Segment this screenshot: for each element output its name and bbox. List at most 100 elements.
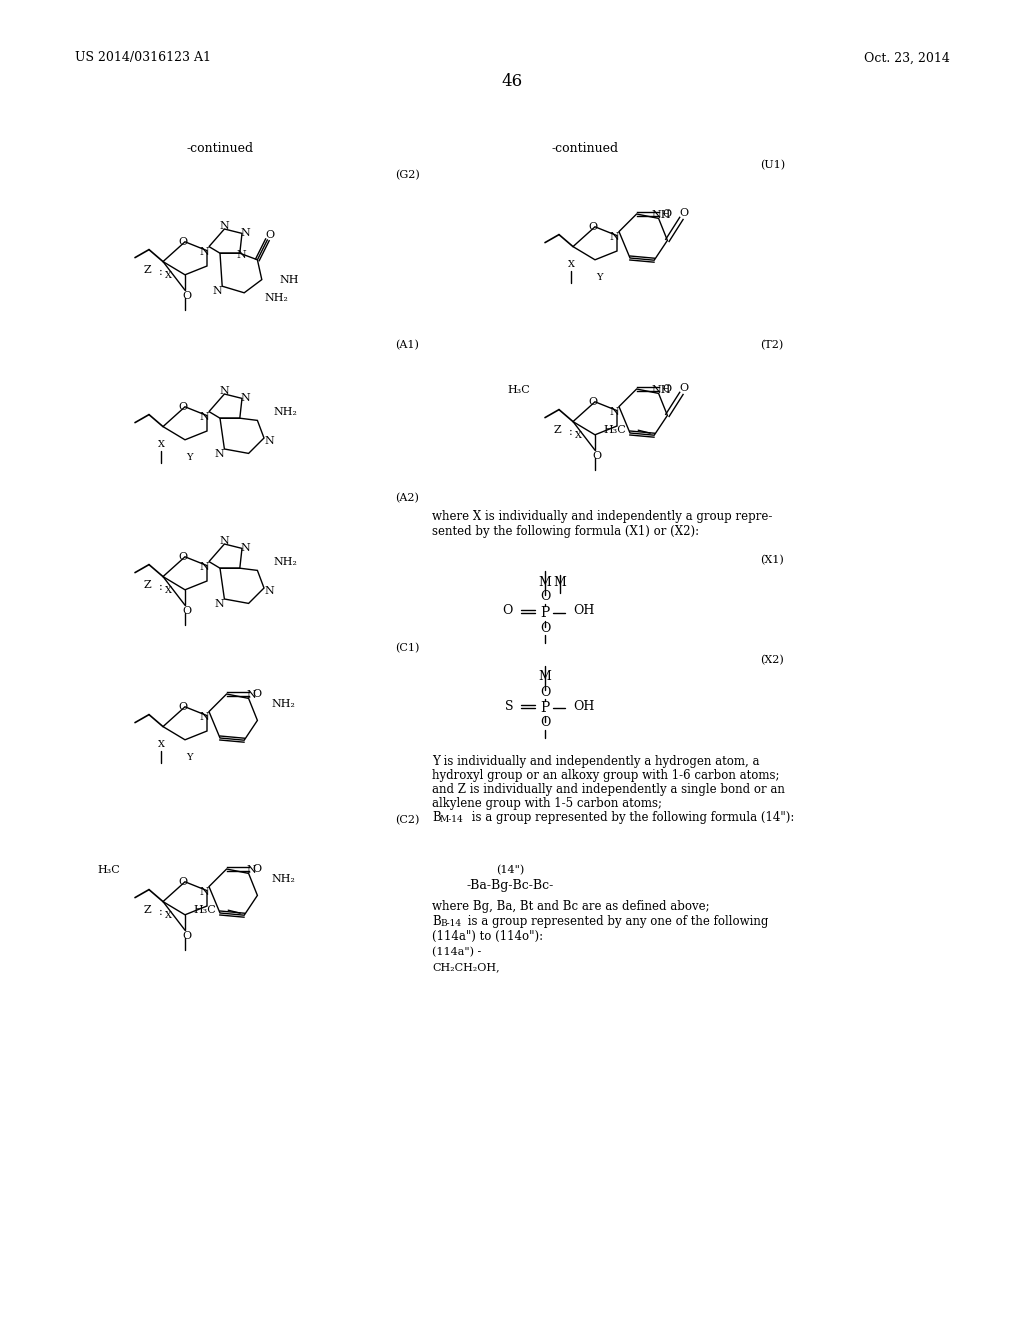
Text: (G2): (G2)	[395, 170, 420, 180]
Text: CH₂CH₂OH,: CH₂CH₂OH,	[432, 962, 500, 972]
Text: M: M	[554, 577, 566, 590]
Text: N: N	[199, 711, 209, 722]
Text: O: O	[540, 590, 550, 603]
Text: O: O	[266, 230, 275, 240]
Text: Z: Z	[143, 904, 151, 915]
Text: H₃C: H₃C	[603, 425, 627, 436]
Text: NH₂: NH₂	[273, 557, 297, 568]
Text: O: O	[178, 702, 187, 711]
Text: where X is individually and independently a group repre-: where X is individually and independentl…	[432, 510, 772, 523]
Text: N: N	[247, 866, 256, 875]
Text: NH: NH	[280, 275, 299, 285]
Text: (14"): (14")	[496, 865, 524, 875]
Text: N: N	[219, 220, 229, 231]
Text: X: X	[165, 586, 172, 595]
Text: N: N	[212, 286, 222, 296]
Text: N: N	[264, 436, 273, 446]
Text: (C1): (C1)	[395, 643, 420, 653]
Text: N: N	[214, 449, 224, 459]
Text: O: O	[589, 397, 598, 407]
Text: Oct. 23, 2014: Oct. 23, 2014	[864, 51, 950, 65]
Text: O: O	[589, 222, 598, 232]
Text: O: O	[252, 865, 261, 874]
Text: N: N	[240, 228, 250, 239]
Text: NH: NH	[652, 385, 672, 396]
Text: Z: Z	[143, 579, 151, 590]
Text: O: O	[178, 876, 187, 887]
Text: O: O	[178, 552, 187, 562]
Text: O: O	[252, 689, 261, 700]
Text: O: O	[178, 236, 187, 247]
Text: O: O	[593, 451, 601, 461]
Text: N: N	[609, 231, 618, 242]
Text: N: N	[264, 586, 273, 597]
Text: :: :	[569, 426, 572, 437]
Text: N: N	[199, 247, 209, 256]
Text: O: O	[680, 383, 689, 393]
Text: H₃C: H₃C	[97, 865, 120, 875]
Text: US 2014/0316123 A1: US 2014/0316123 A1	[75, 51, 211, 65]
Text: OH: OH	[573, 700, 594, 713]
Text: N: N	[199, 887, 209, 896]
Text: X: X	[158, 741, 165, 750]
Text: N: N	[214, 599, 224, 609]
Text: N: N	[219, 385, 229, 396]
Text: N: N	[609, 407, 618, 417]
Text: O: O	[663, 209, 671, 219]
Text: (T2): (T2)	[760, 339, 783, 350]
Text: (114a") to (114o"):: (114a") to (114o"):	[432, 931, 543, 942]
Text: O: O	[182, 931, 191, 941]
Text: (A1): (A1)	[395, 339, 419, 350]
Text: N: N	[240, 544, 250, 553]
Text: Z: Z	[553, 425, 561, 434]
Text: S: S	[505, 700, 513, 713]
Text: (U1): (U1)	[760, 160, 785, 170]
Text: O: O	[503, 605, 513, 618]
Text: Y is individually and independently a hydrogen atom, a: Y is individually and independently a hy…	[432, 755, 760, 768]
Text: NH₂: NH₂	[271, 700, 295, 709]
Text: (114a") -: (114a") -	[432, 946, 481, 957]
Text: NH₂: NH₂	[264, 293, 288, 302]
Text: X: X	[165, 911, 172, 920]
Text: X: X	[158, 440, 165, 449]
Text: O: O	[680, 209, 689, 218]
Text: X: X	[165, 271, 172, 280]
Text: O: O	[182, 292, 191, 301]
Text: O: O	[182, 606, 191, 616]
Text: is a group represented by the following formula (14"):: is a group represented by the following …	[468, 810, 795, 824]
Text: Y: Y	[596, 273, 602, 282]
Text: H₃C: H₃C	[194, 906, 216, 915]
Text: M: M	[539, 671, 552, 684]
Text: Z: Z	[143, 264, 151, 275]
Text: N: N	[199, 412, 209, 421]
Text: N: N	[247, 690, 256, 701]
Text: O: O	[540, 622, 550, 635]
Text: (X2): (X2)	[760, 655, 783, 665]
Text: O: O	[540, 685, 550, 698]
Text: :: :	[159, 907, 163, 916]
Text: -Ba-Bg-Bc-Bc-: -Ba-Bg-Bc-Bc-	[466, 879, 554, 891]
Text: where Bg, Ba, Bt and Bc are as defined above;: where Bg, Ba, Bt and Bc are as defined a…	[432, 900, 710, 913]
Text: N: N	[240, 393, 250, 404]
Text: Y: Y	[185, 453, 193, 462]
Text: -continued: -continued	[552, 141, 618, 154]
Text: NH₂: NH₂	[273, 408, 297, 417]
Text: hydroxyl group or an alkoxy group with 1-6 carbon atoms;: hydroxyl group or an alkoxy group with 1…	[432, 770, 779, 781]
Text: H₃C: H₃C	[507, 385, 530, 395]
Text: O: O	[663, 384, 671, 393]
Text: P: P	[541, 701, 550, 715]
Text: M‑14: M‑14	[440, 814, 464, 824]
Text: :: :	[159, 267, 163, 277]
Text: alkylene group with 1-5 carbon atoms;: alkylene group with 1-5 carbon atoms;	[432, 797, 662, 810]
Text: B‑14: B‑14	[440, 919, 461, 928]
Text: B: B	[432, 915, 440, 928]
Text: O: O	[178, 401, 187, 412]
Text: B: B	[432, 810, 440, 824]
Text: -continued: -continued	[186, 141, 254, 154]
Text: NH: NH	[652, 210, 672, 220]
Text: (A2): (A2)	[395, 492, 419, 503]
Text: N: N	[237, 251, 247, 260]
Text: (X1): (X1)	[760, 554, 783, 565]
Text: and Z is individually and independently a single bond or an: and Z is individually and independently …	[432, 783, 784, 796]
Text: Y: Y	[185, 754, 193, 762]
